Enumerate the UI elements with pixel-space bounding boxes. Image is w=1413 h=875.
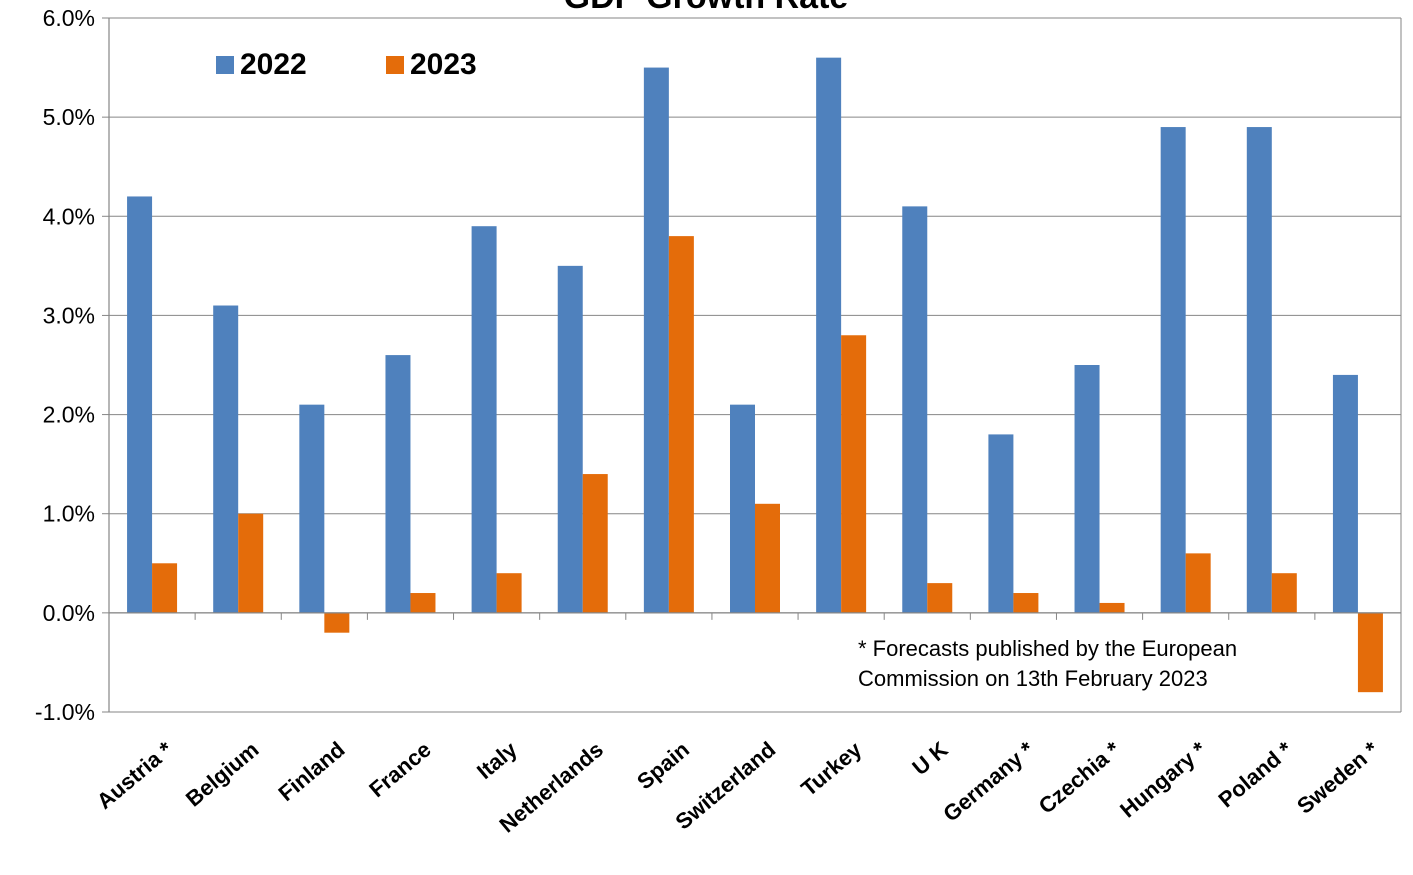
bar-2023-belgium bbox=[238, 513, 264, 613]
bar-2022-poland bbox=[1246, 127, 1272, 613]
x-tick-label: Poland * bbox=[1214, 736, 1298, 812]
y-tick-label: 5.0% bbox=[43, 104, 95, 130]
x-tick-label: Austria * bbox=[92, 736, 178, 814]
x-tick-label: Sweden * bbox=[1292, 736, 1383, 818]
legend-swatch-2022 bbox=[216, 56, 234, 74]
bar-2023-czechia bbox=[1099, 602, 1125, 613]
footnote-line: Commission on 13th February 2023 bbox=[858, 666, 1208, 691]
bar-2023-uk bbox=[927, 583, 953, 613]
bar-2022-turkey bbox=[816, 57, 842, 613]
y-tick-label: 0.0% bbox=[43, 600, 95, 626]
footnote-annotation: * Forecasts published by the European Com… bbox=[858, 636, 1237, 691]
legend-swatch-2023 bbox=[386, 56, 404, 74]
bar-2022-netherlands bbox=[557, 265, 583, 613]
bar-2023-netherlands bbox=[582, 474, 608, 613]
x-tick-label: Belgium bbox=[181, 737, 264, 812]
bar-2023-finland bbox=[324, 612, 350, 633]
bar-2022-switzerland bbox=[730, 404, 755, 613]
bar-2022-austria bbox=[127, 196, 153, 613]
x-tick-label: Germany * bbox=[938, 736, 1039, 826]
legend-label-2023: 2023 bbox=[410, 48, 477, 81]
legend: 2022 2023 bbox=[216, 48, 477, 81]
bar-2022-italy bbox=[471, 226, 497, 613]
bar-2022-belgium bbox=[213, 305, 239, 613]
bar-2023-germany bbox=[1013, 593, 1039, 613]
y-tick-label: 3.0% bbox=[43, 302, 95, 328]
bar-2023-spain bbox=[668, 236, 694, 613]
bar-2022-spain bbox=[643, 67, 669, 613]
footnote-line: * Forecasts published by the European bbox=[858, 636, 1237, 661]
bar-2022-czechia bbox=[1074, 365, 1100, 613]
y-tick-label: -1.0% bbox=[35, 699, 95, 725]
y-tick-label: 4.0% bbox=[43, 203, 95, 229]
x-tick-label: Turkey bbox=[796, 736, 867, 801]
y-tick-label: 6.0% bbox=[43, 5, 95, 31]
x-tick-label: Italy bbox=[472, 736, 522, 784]
bar-2023-turkey bbox=[841, 335, 867, 613]
bar-2022-uk bbox=[902, 206, 928, 613]
bar-2023-austria bbox=[152, 563, 178, 613]
bar-2022-germany bbox=[988, 434, 1014, 613]
bar-2023-poland bbox=[1271, 573, 1297, 613]
x-tick-label: Czechia * bbox=[1034, 736, 1125, 818]
bar-2023-switzerland bbox=[755, 503, 780, 613]
y-tick-label: 2.0% bbox=[43, 402, 95, 428]
bar-2022-sweden bbox=[1332, 374, 1358, 613]
y-axis-ticks: -1.0% 0.0% 1.0% 2.0% 3.0% 4.0% 5.0% 6.0% bbox=[35, 5, 109, 725]
bar-2022-hungary bbox=[1160, 127, 1186, 613]
chart-title: GDP Growth Rate bbox=[564, 0, 849, 16]
bar-2022-finland bbox=[299, 404, 325, 613]
bars bbox=[127, 57, 1383, 693]
legend-label-2022: 2022 bbox=[240, 48, 307, 81]
y-tick-label: 1.0% bbox=[43, 501, 95, 527]
x-tick-label: Finland bbox=[274, 737, 350, 806]
bar-2023-italy bbox=[496, 573, 522, 613]
bar-2022-france bbox=[385, 355, 411, 613]
x-tick-label: Hungary * bbox=[1115, 736, 1211, 822]
x-tick-label: France bbox=[364, 737, 435, 803]
x-tick-label: Spain bbox=[632, 737, 694, 795]
bar-2023-sweden bbox=[1357, 612, 1383, 693]
x-tick-label: U K bbox=[907, 737, 952, 781]
bar-2023-hungary bbox=[1185, 553, 1211, 613]
bar-2023-france bbox=[410, 593, 436, 613]
axes bbox=[108, 18, 1402, 712]
